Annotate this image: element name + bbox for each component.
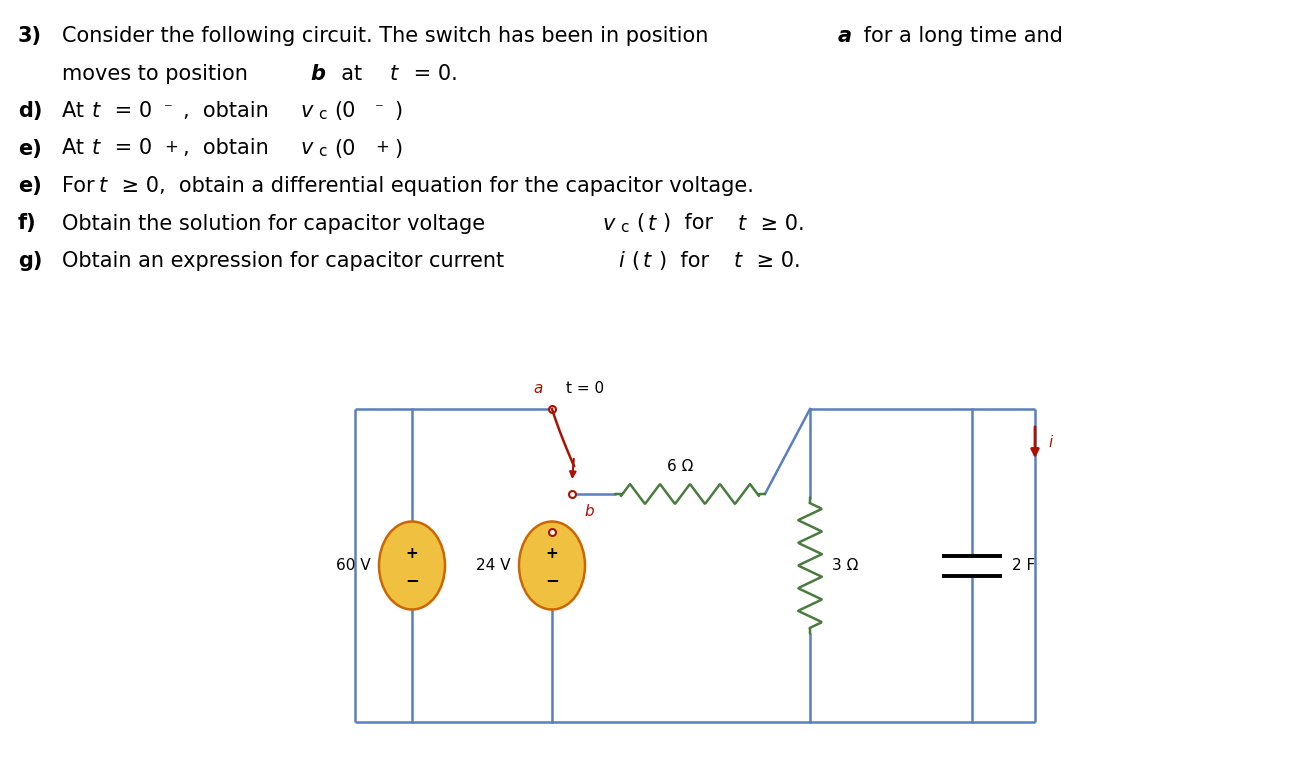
- Text: t: t: [93, 138, 100, 158]
- Text: )  for: ) for: [659, 251, 716, 271]
- Text: ,  obtain: , obtain: [183, 101, 275, 121]
- Text: moves to position: moves to position: [63, 63, 254, 83]
- Text: g): g): [18, 251, 42, 271]
- Text: f): f): [18, 213, 37, 234]
- Text: Consider the following circuit. The switch has been in position: Consider the following circuit. The swit…: [63, 26, 715, 46]
- Text: t: t: [643, 251, 651, 271]
- Text: a: a: [533, 381, 542, 396]
- Text: (0: (0: [334, 101, 356, 121]
- Text: t: t: [99, 176, 107, 196]
- Text: e): e): [18, 138, 42, 158]
- Text: v: v: [300, 138, 313, 158]
- Text: i: i: [1048, 435, 1052, 450]
- Text: Obtain an expression for capacitor current: Obtain an expression for capacitor curre…: [63, 251, 511, 271]
- Text: 3 Ω: 3 Ω: [832, 558, 858, 573]
- Text: ,  obtain: , obtain: [183, 138, 275, 158]
- Ellipse shape: [379, 522, 445, 610]
- Text: i: i: [618, 251, 623, 271]
- Text: ≥ 0.: ≥ 0.: [750, 251, 801, 271]
- Text: +: +: [406, 546, 419, 561]
- Text: −: −: [545, 571, 559, 590]
- Text: At: At: [63, 138, 90, 158]
- Text: t: t: [738, 213, 746, 234]
- Text: ≥ 0,  obtain a differential equation for the capacitor voltage.: ≥ 0, obtain a differential equation for …: [115, 176, 754, 196]
- Text: 60 V: 60 V: [336, 558, 372, 573]
- Text: t: t: [93, 101, 100, 121]
- Text: c: c: [318, 144, 326, 160]
- Text: Obtain the solution for capacitor voltage: Obtain the solution for capacitor voltag…: [63, 213, 492, 234]
- Text: ≥ 0.: ≥ 0.: [754, 213, 805, 234]
- Text: for a long time and: for a long time and: [857, 26, 1063, 46]
- Text: 6 Ω: 6 Ω: [666, 459, 694, 474]
- Text: v: v: [300, 101, 313, 121]
- Text: ⁻: ⁻: [376, 100, 383, 118]
- Text: c: c: [619, 219, 629, 235]
- Text: v: v: [602, 213, 614, 234]
- Text: ): ): [394, 138, 402, 158]
- Text: = 0: = 0: [108, 138, 153, 158]
- Text: b: b: [310, 63, 325, 83]
- Text: −: −: [406, 571, 419, 590]
- Ellipse shape: [519, 522, 585, 610]
- Text: (: (: [636, 213, 644, 234]
- Text: (0: (0: [334, 138, 356, 158]
- Text: t: t: [648, 213, 656, 234]
- Text: at: at: [329, 63, 369, 83]
- Text: = 0: = 0: [108, 101, 153, 121]
- Text: = 0.: = 0.: [407, 63, 458, 83]
- Text: 2 F: 2 F: [1012, 558, 1035, 573]
- Text: t = 0: t = 0: [566, 381, 604, 396]
- Text: ): ): [394, 101, 402, 121]
- Text: At: At: [63, 101, 90, 121]
- Text: b: b: [584, 504, 593, 519]
- Text: a: a: [838, 26, 852, 46]
- Text: t: t: [390, 63, 398, 83]
- Text: (: (: [631, 251, 639, 271]
- Text: 24 V: 24 V: [476, 558, 511, 573]
- Text: )  for: ) for: [662, 213, 720, 234]
- Text: +: +: [376, 138, 389, 156]
- Text: t: t: [734, 251, 742, 271]
- Text: +: +: [545, 546, 558, 561]
- Text: +: +: [164, 138, 177, 156]
- Text: c: c: [318, 107, 326, 122]
- Text: For: For: [63, 176, 102, 196]
- Text: e): e): [18, 176, 42, 196]
- Text: 3): 3): [18, 26, 42, 46]
- Text: d): d): [18, 101, 42, 121]
- Text: ⁻: ⁻: [164, 100, 172, 118]
